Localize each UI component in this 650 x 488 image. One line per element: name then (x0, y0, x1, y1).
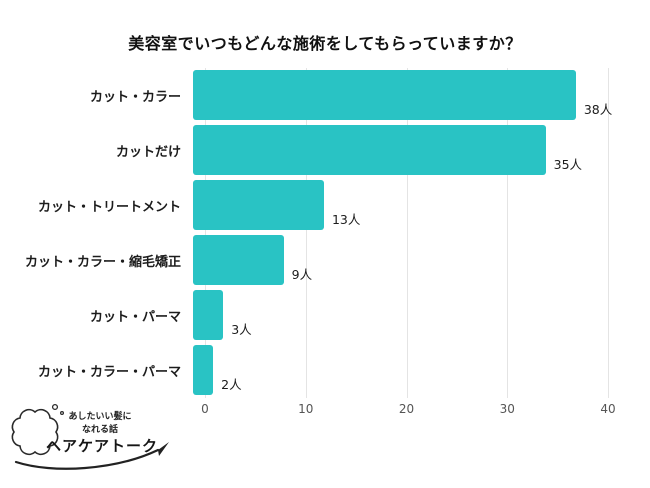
bar-chart: カット・カラー 38人カットだけ 35人カット・トリートメント 13人カット・カラー・… (0, 68, 650, 416)
category-label: カット・カラー・縮毛矯正 (24, 255, 181, 270)
bar (193, 235, 284, 285)
chart-row: カット・パーマ 3人 (0, 288, 650, 343)
bar (193, 290, 224, 340)
underline-swoosh-icon (14, 442, 169, 470)
value-label: 38人 (583, 102, 613, 117)
x-tick-label: 0 (201, 402, 209, 416)
category-label: カットだけ (115, 145, 181, 160)
x-axis: 0 10 20 30 40 (201, 402, 615, 420)
value-label: 13人 (331, 212, 361, 227)
chart-row: カット・カラー・縮毛矯正 9人 (0, 233, 650, 288)
bar-track: 13人 (193, 178, 596, 233)
gridline (608, 68, 609, 398)
gridline (205, 68, 206, 398)
bar-track: 35人 (193, 123, 596, 178)
bar-track: 9人 (193, 233, 596, 288)
x-tick-label: 20 (398, 402, 415, 416)
logo-tagline: あしたいい髪に なれる話 (58, 411, 142, 436)
chart-title: 美容室でいつもどんな施術をしてもらっていますか？ (128, 34, 522, 53)
bar-track: 3人 (193, 288, 596, 343)
haircare-talk-logo: あしたいい髪に なれる話 ヘアケアトーク (8, 398, 183, 486)
chart-row: カットだけ 35人 (0, 123, 650, 178)
chart-rows: カット・カラー 38人カットだけ 35人カット・トリートメント 13人カット・カラー・… (0, 68, 650, 398)
category-label: カット・トリートメント (37, 200, 181, 215)
gridline (305, 68, 307, 398)
category-label: カット・カラー (89, 90, 181, 105)
gridlines (205, 68, 609, 398)
x-tick-label: 30 (499, 402, 515, 416)
logo-tagline-line1: あしたいい髪に (68, 412, 132, 422)
bar (193, 70, 576, 120)
x-tick-label: 10 (298, 402, 314, 416)
bar (193, 345, 214, 395)
value-label: 35人 (553, 157, 583, 172)
chart-row: カット・カラー・パーマ 2人 (0, 343, 650, 398)
chart-row: カット・トリートメント 13人 (0, 178, 650, 233)
logo-name: ヘアケアトーク (46, 437, 159, 455)
cloud-icon (11, 403, 64, 456)
logo-graphics (11, 403, 169, 470)
bar-track: 2人 (193, 343, 596, 398)
category-label: カット・カラー・パーマ (37, 365, 181, 380)
logo-tagline-line2: なれる話 (81, 424, 118, 435)
gridline (507, 68, 509, 398)
chart-row: カット・カラー 38人 (0, 68, 650, 123)
bar-track: 38人 (193, 68, 612, 123)
value-label: 2人 (221, 377, 242, 392)
gridline (406, 68, 408, 398)
value-label: 3人 (231, 322, 252, 337)
bar (193, 180, 324, 230)
x-tick-label: 40 (600, 402, 616, 416)
category-label: カット・パーマ (89, 310, 181, 325)
bar (193, 125, 546, 175)
value-label: 9人 (291, 267, 313, 282)
